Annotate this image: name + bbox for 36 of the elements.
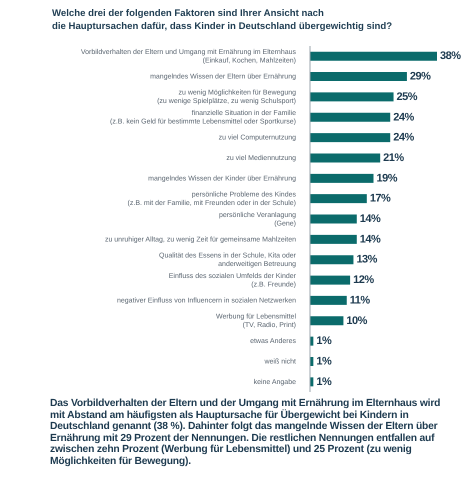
bar [310,52,437,61]
data-label: 10% [346,314,368,327]
bar [310,276,350,285]
bar [310,214,357,224]
data-label: 11% [350,294,370,306]
data-label: 25% [396,90,418,103]
bar [310,92,394,102]
data-label: 12% [353,274,374,286]
bar [310,356,314,366]
data-label: 38% [440,50,462,62]
data-label: 14% [360,233,382,246]
data-label: 21% [383,152,404,164]
bar [310,174,374,183]
bar [310,234,357,244]
text: Welche drei der folgenden Faktoren sind Ihrer Ansicht nach die Hauptursachen dafür, dass Kinder in Deutschland übergewichtig sind? [52,7,392,33]
data-label: 24% [393,132,414,144]
data-label: 14% [360,213,382,226]
bar [310,296,347,305]
bar [310,255,354,264]
text: Das Vorbildverhalten der Eltern und der Umgang mit Ernährung im Elternhaus wird mit Abstand am häufigsten als Hauptursache für Übergewicht bei Kindern in Deutschland genannt (38 %). Dahinter folgt das mangelnde Wissen der Eltern über Ernährung mit 29 Prozent der Nennungen. Die restlichen Nennungen entfallen auf zwischen zehn Prozent (Werbung für Lebensmittel) und 25 Prozent (zu wenig Möglichkeiten für Bewegung). [50,398,442,467]
bar [310,316,344,326]
bar [310,194,367,204]
data-label: 1% [316,335,332,348]
data-label: 19% [376,172,398,184]
data-label: 29% [410,70,432,83]
data-label: 1% [316,355,332,368]
bar [310,377,314,386]
data-label: 17% [370,192,392,205]
data-label: 13% [356,254,378,266]
data-label: 24% [393,111,414,124]
data-label: 1% [316,376,332,388]
bar [310,133,390,142]
bar [310,336,314,346]
bar [310,153,380,162]
bar [310,72,407,82]
bar [310,112,390,122]
